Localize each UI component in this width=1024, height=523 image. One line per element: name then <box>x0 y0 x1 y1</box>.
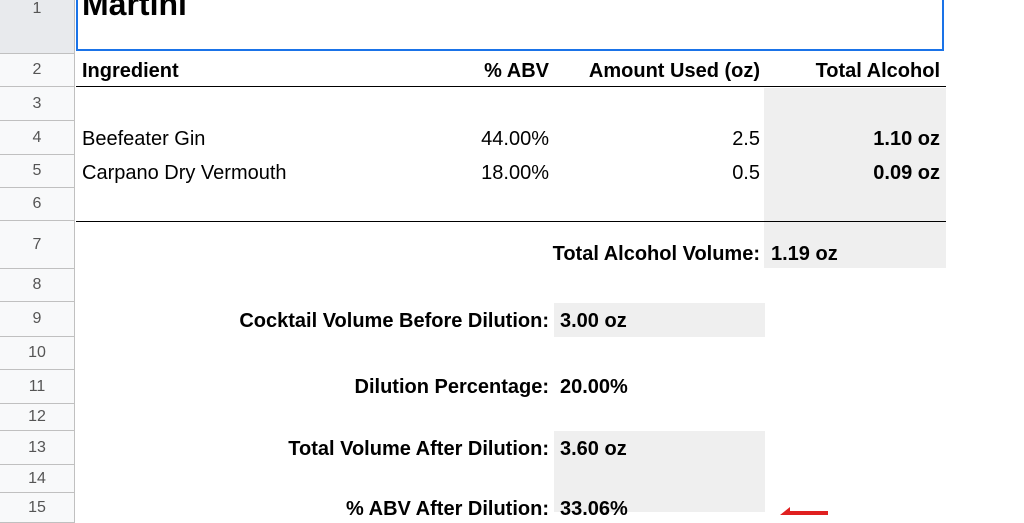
row-number: 14 <box>28 469 46 487</box>
row-header-1[interactable]: 1 <box>0 0 75 54</box>
ingredient-total[interactable]: 1.10 oz <box>873 128 940 150</box>
row-header-4[interactable]: 4 <box>0 121 75 155</box>
row-header-12[interactable]: 12 <box>0 404 75 431</box>
row-number: 8 <box>32 276 42 293</box>
row-header-11[interactable]: 11 <box>0 370 75 404</box>
row-header-10[interactable]: 10 <box>0 337 75 370</box>
ingredient-total[interactable]: 0.09 oz <box>873 162 940 184</box>
header-total-alcohol[interactable]: Total Alcohol <box>815 60 940 82</box>
ingredient-name[interactable]: Beefeater Gin <box>82 128 206 150</box>
row-number: 13 <box>28 438 46 456</box>
total-alcohol-volume-value[interactable]: 1.19 oz <box>771 243 838 265</box>
row-header-13[interactable]: 13 <box>0 431 75 465</box>
row-header-7[interactable]: 7 <box>0 221 75 269</box>
dilution-percentage-label[interactable]: Dilution Percentage: <box>354 376 549 398</box>
row-number: 6 <box>32 195 42 212</box>
row-header-5[interactable]: 5 <box>0 155 75 188</box>
row-number: 9 <box>32 310 42 327</box>
row-number: 7 <box>32 235 42 253</box>
red-arrow-icon <box>780 502 830 520</box>
row-header-6[interactable]: 6 <box>0 188 75 221</box>
header-underline <box>76 86 946 87</box>
header-ingredient[interactable]: Ingredient <box>82 60 179 82</box>
sheet-title[interactable]: Martini <box>82 0 187 22</box>
volume-after-label[interactable]: Total Volume After Dilution: <box>288 438 549 460</box>
ingredient-name[interactable]: Carpano Dry Vermouth <box>82 162 287 184</box>
abv-after-value[interactable]: 33.06% <box>560 498 628 520</box>
volume-before-label[interactable]: Cocktail Volume Before Dilution: <box>239 310 549 332</box>
row-header-15[interactable]: 15 <box>0 493 75 523</box>
row-number: 3 <box>32 94 42 112</box>
abv-after-label[interactable]: % ABV After Dilution: <box>346 498 549 520</box>
row-number: 5 <box>32 162 42 179</box>
total-alcohol-column-shade <box>764 88 946 221</box>
row-number: 12 <box>28 408 46 425</box>
ingredient-amount[interactable]: 0.5 <box>732 162 760 184</box>
row-header-9[interactable]: 9 <box>0 302 75 337</box>
ingredient-abv[interactable]: 44.00% <box>481 128 549 150</box>
row-number: 1 <box>32 0 42 17</box>
dilution-percentage-value[interactable]: 20.00% <box>560 376 628 398</box>
row-header-14[interactable]: 14 <box>0 465 75 493</box>
volume-after-value[interactable]: 3.60 oz <box>560 438 627 460</box>
row-header-8[interactable]: 8 <box>0 269 75 302</box>
row-number: 4 <box>32 128 42 146</box>
row-header-3[interactable]: 3 <box>0 87 75 121</box>
header-amount[interactable]: Amount Used (oz) <box>588 60 760 82</box>
ingredient-amount[interactable]: 2.5 <box>732 128 760 150</box>
row-number: 10 <box>28 344 46 361</box>
selected-cell-outline[interactable] <box>76 0 944 51</box>
table-bottom-border <box>76 221 946 222</box>
total-alcohol-volume-shade <box>764 222 946 268</box>
volume-before-shade <box>554 303 765 337</box>
ingredient-abv[interactable]: 18.00% <box>481 162 549 184</box>
volume-before-value[interactable]: 3.00 oz <box>560 310 627 332</box>
row-number: 11 <box>28 377 46 395</box>
row-number: 2 <box>32 61 42 78</box>
row-header-2[interactable]: 2 <box>0 54 75 87</box>
volume-after-shade <box>554 431 765 512</box>
row-number: 15 <box>28 498 46 516</box>
total-alcohol-volume-label[interactable]: Total Alcohol Volume: <box>552 243 760 265</box>
header-abv[interactable]: % ABV <box>484 60 549 82</box>
